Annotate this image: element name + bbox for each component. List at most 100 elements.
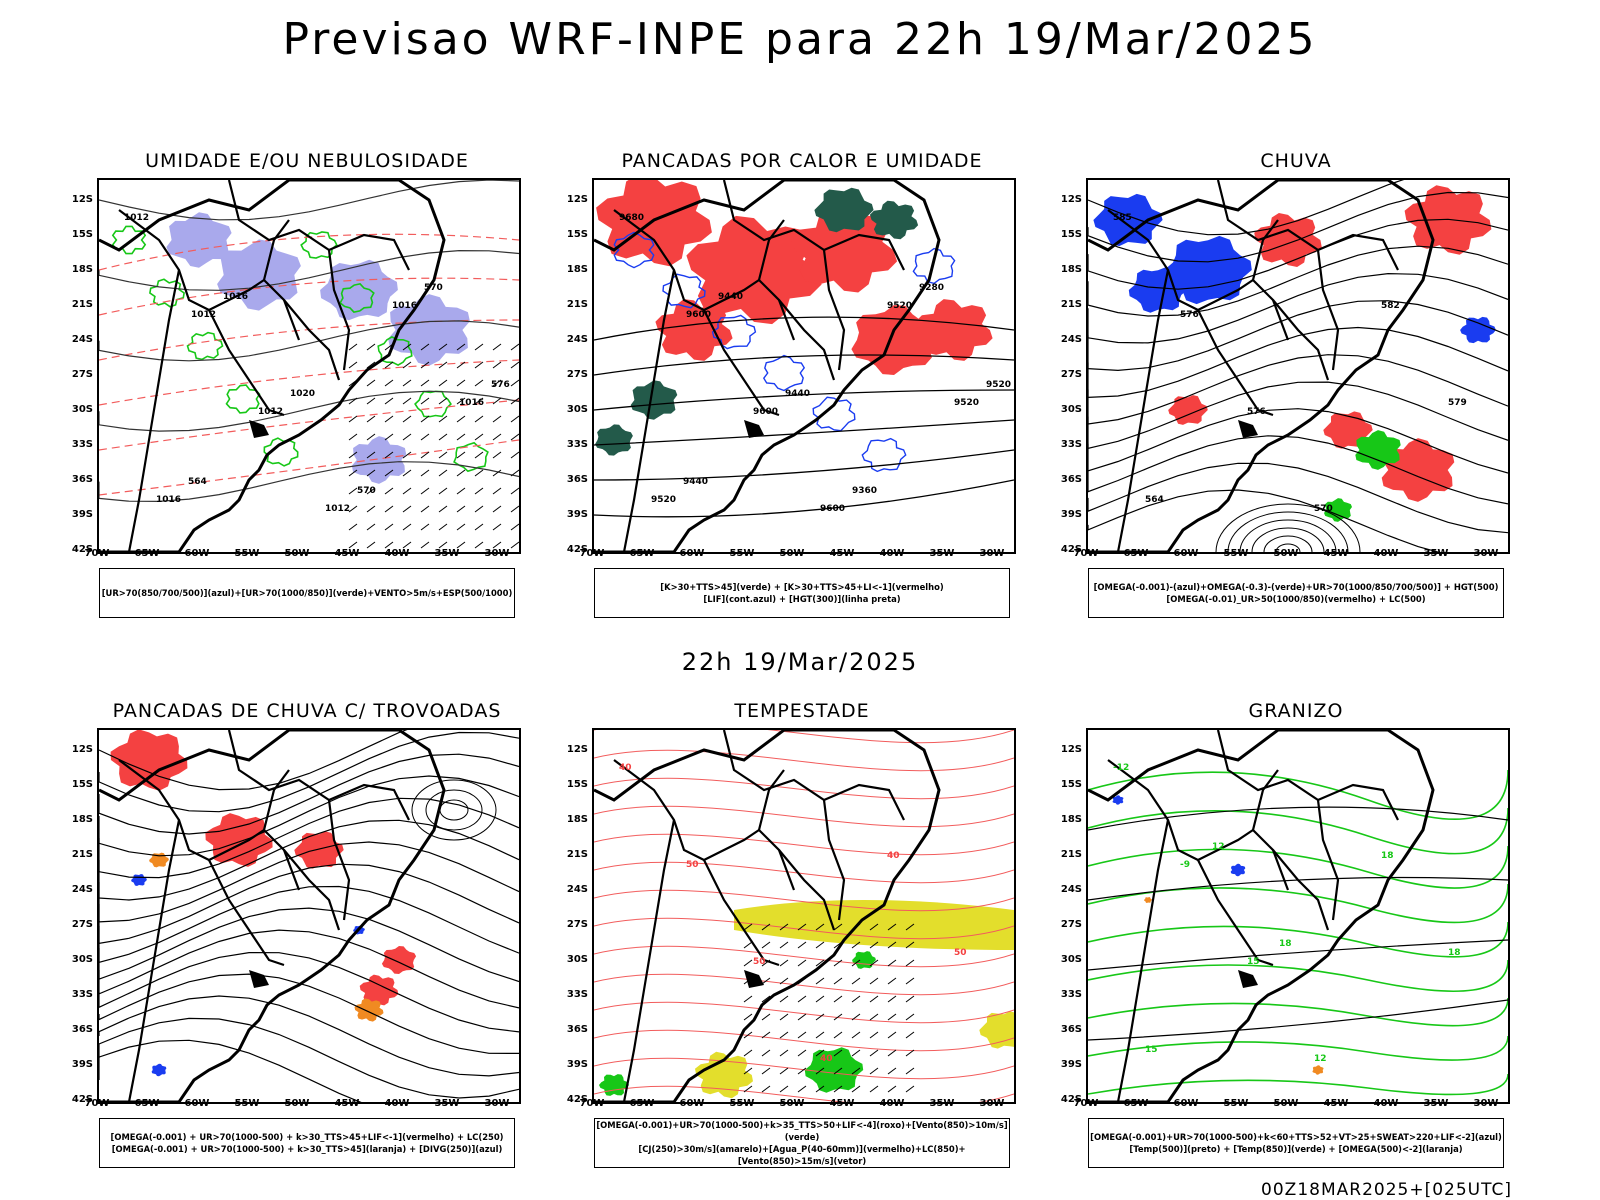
latitude-label: 18S: [71, 264, 93, 275]
latitude-label: 42S: [71, 1094, 93, 1105]
contour-label: 18: [1448, 948, 1461, 958]
latitude-label: 36S: [566, 1024, 588, 1035]
contour-label: 570: [357, 486, 376, 496]
contour-label: 18: [1381, 851, 1394, 861]
longitude-label: 50W: [1273, 1098, 1299, 1109]
contour-label: 9520: [887, 301, 912, 311]
contour-label: 585: [1113, 213, 1132, 223]
contour-label: 9600: [686, 310, 711, 320]
longitude-label: 65W: [134, 548, 160, 559]
contour-label: 9680: [619, 213, 644, 223]
latitude-label: 15S: [1060, 779, 1082, 790]
longitude-label: 50W: [284, 1098, 310, 1109]
legend-line: [OMEGA(-0.001)+UR>70(1000-500)+k>35_TTS>…: [596, 1120, 1008, 1142]
contour-label: 12: [1314, 1054, 1327, 1064]
latitude-label: 24S: [71, 334, 93, 345]
longitude-label: 50W: [779, 548, 805, 559]
latitude-label: 12S: [71, 744, 93, 755]
latitude-label: 39S: [1060, 509, 1082, 520]
contour-label: 579: [1448, 398, 1467, 408]
latitude-label: 24S: [1060, 334, 1082, 345]
latitude-label: 12S: [71, 194, 93, 205]
longitude-label: 40W: [384, 548, 410, 559]
latitude-label: 36S: [566, 474, 588, 485]
longitude-label: 60W: [1173, 1098, 1199, 1109]
latitude-label: 21S: [1060, 849, 1082, 860]
forecast-map: 9680 9600 9600 9600 9520 9520 9520 9440 9440 9360…: [592, 178, 1016, 554]
contour-label: 1016: [392, 301, 417, 311]
latitude-label: 39S: [566, 509, 588, 520]
longitude-label: 35W: [434, 1098, 460, 1109]
longitude-label: 65W: [629, 1098, 655, 1109]
forecast-map: 1012 1012 1012 1012 1016 1016 1016 1016 1020 570 5…: [97, 178, 521, 554]
latitude-label: 24S: [71, 884, 93, 895]
legend-box: [OMEGA(-0.001) + UR>70(1000-500) + k>30_…: [99, 1118, 515, 1168]
latitude-label: 42S: [566, 1094, 588, 1105]
longitude-label: 55W: [729, 1098, 755, 1109]
legend-line: [Temp(500)](preto) + [Temp(850)](verde) …: [1129, 1144, 1463, 1154]
legend-box: [OMEGA(-0.001)+UR>70(1000-500)+k<60+TTS>…: [1088, 1118, 1504, 1168]
contour-label: 564: [1145, 495, 1164, 505]
contour-label: 1012: [325, 504, 350, 514]
latitude-label: 18S: [566, 264, 588, 275]
longitude-label: 70W: [1073, 1098, 1099, 1109]
latitude-label: 30S: [1060, 404, 1082, 415]
latitude-label: 21S: [566, 849, 588, 860]
contour-label: 9440: [785, 389, 810, 399]
longitude-label: 50W: [779, 1098, 805, 1109]
contour-label: 9360: [852, 486, 877, 496]
longitude-label: 35W: [929, 1098, 955, 1109]
panel-title: GRANIZO: [1248, 700, 1344, 722]
page-title: Previsao WRF-INPE para 22h 19/Mar/2025: [282, 14, 1318, 65]
latitude-label: 12S: [1060, 194, 1082, 205]
contour-label: 15: [1145, 1045, 1158, 1055]
legend-line: [OMEGA(-0.001)+UR>70(1000-500)+k<60+TTS>…: [1090, 1132, 1502, 1142]
longitude-label: 55W: [729, 548, 755, 559]
longitude-label: 45W: [334, 548, 360, 559]
latitude-label: 21S: [71, 299, 93, 310]
contour-label: 15: [1247, 957, 1260, 967]
forecast-time-label: 22h 19/Mar/2025: [681, 648, 919, 676]
latitude-label: 24S: [566, 334, 588, 345]
contour-label: 18: [1279, 939, 1292, 949]
latitude-label: 12S: [1060, 744, 1082, 755]
map-graphic: -12 -9 15 12 18 18 15 12 18: [1088, 730, 1508, 1102]
longitude-label: 40W: [384, 1098, 410, 1109]
longitude-label: 65W: [1123, 548, 1149, 559]
contour-label: 9600: [753, 407, 778, 417]
latitude-label: 36S: [71, 474, 93, 485]
latitude-label: 30S: [566, 954, 588, 965]
latitude-label: 24S: [1060, 884, 1082, 895]
legend-line: [OMEGA(-0.01)_UR>50(1000/850)(vermelho) …: [1166, 594, 1426, 604]
forecast-map: -12 -9 15 12 18 18 15 12 18: [1086, 728, 1510, 1104]
latitude-label: 39S: [1060, 1059, 1082, 1070]
forecast-map: 40 50 50 40 40 50: [592, 728, 1016, 1104]
longitude-label: 45W: [1323, 1098, 1349, 1109]
longitude-label: 45W: [334, 1098, 360, 1109]
latitude-label: 42S: [1060, 544, 1082, 555]
longitude-label: 55W: [1223, 1098, 1249, 1109]
longitude-label: 45W: [829, 548, 855, 559]
panel-title: TEMPESTADE: [734, 700, 870, 722]
latitude-label: 15S: [71, 779, 93, 790]
legend-line: [CJ(250)>30m/s](amarelo)+[Agua_P(40-60mm…: [638, 1144, 966, 1166]
latitude-label: 15S: [566, 229, 588, 240]
longitude-label: 70W: [579, 1098, 605, 1109]
longitude-label: 40W: [1373, 548, 1399, 559]
longitude-label: 35W: [1423, 548, 1449, 559]
longitude-label: 30W: [979, 1098, 1005, 1109]
longitude-label: 60W: [679, 1098, 705, 1109]
longitude-label: 60W: [184, 548, 210, 559]
latitude-label: 18S: [1060, 814, 1082, 825]
contour-label: 50: [753, 957, 766, 967]
longitude-label: 60W: [184, 1098, 210, 1109]
latitude-label: 27S: [566, 919, 588, 930]
legend-box: [OMEGA(-0.001)+UR>70(1000-500)+k>35_TTS>…: [594, 1118, 1010, 1168]
latitude-label: 33S: [71, 439, 93, 450]
longitude-label: 30W: [979, 548, 1005, 559]
longitude-label: 40W: [879, 548, 905, 559]
longitude-label: 70W: [84, 1098, 110, 1109]
latitude-label: 36S: [71, 1024, 93, 1035]
latitude-label: 15S: [566, 779, 588, 790]
contour-label: 582: [1381, 301, 1400, 311]
